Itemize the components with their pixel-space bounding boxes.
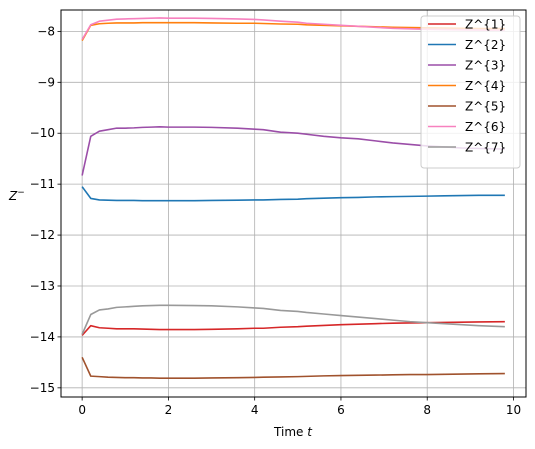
y-tick-label: −10 <box>30 126 55 140</box>
y-axis-title-sup: − <box>17 188 25 198</box>
series-line-4 <box>81 21 505 41</box>
legend: Z^{1} Z^{2} Z^{3} Z^{4} Z^{5} Z^{6} Z^{7} <box>420 15 521 169</box>
legend-label-5: Z^{5} <box>465 100 506 114</box>
y-axis-title-text: Z <box>8 189 18 203</box>
legend-label-2: Z^{2} <box>465 38 506 52</box>
x-tick-label: 4 <box>251 403 259 417</box>
series-line-6 <box>81 17 505 40</box>
y-tick-label: −8 <box>37 24 55 38</box>
series-line-5 <box>81 356 505 379</box>
y-tick-label: −13 <box>30 279 55 293</box>
y-tick-label: −11 <box>30 177 55 191</box>
x-axis-title-text: Time <box>273 425 307 439</box>
x-axis-title-var: t <box>307 425 313 439</box>
x-tick-label: 8 <box>423 403 431 417</box>
series-line-3 <box>81 126 505 176</box>
legend-label-7: Z^{7} <box>465 141 506 155</box>
y-tick-label: −15 <box>30 381 55 395</box>
y-tick-label: −12 <box>30 228 55 242</box>
x-tick-label: 10 <box>506 403 521 417</box>
y-tick-label: −9 <box>37 75 55 89</box>
y-axis-title: Z− <box>8 188 25 203</box>
legend-label-1: Z^{1} <box>465 18 506 32</box>
x-tick-label: 6 <box>337 403 345 417</box>
x-axis-title: Time t <box>273 425 313 439</box>
legend-label-4: Z^{4} <box>465 79 506 93</box>
legend-box <box>420 15 521 169</box>
x-tick-label: 2 <box>165 403 173 417</box>
y-tick-label: −14 <box>30 330 55 344</box>
series-line-7 <box>81 304 505 335</box>
legend-label-3: Z^{3} <box>465 59 506 73</box>
ticks: 0 2 4 6 8 10 −15 −14 −13 −12 −11 −10 −9 −8 <box>30 24 521 417</box>
series-line-2 <box>81 186 505 202</box>
legend-label-6: Z^{6} <box>465 120 506 134</box>
series-line-1 <box>81 320 505 336</box>
legend-items: Z^{1} Z^{2} Z^{3} Z^{4} Z^{5} Z^{6} Z^{7} <box>428 18 506 155</box>
series-lines <box>81 17 505 379</box>
x-tick-label: 0 <box>78 403 86 417</box>
plot-frame <box>60 9 527 398</box>
